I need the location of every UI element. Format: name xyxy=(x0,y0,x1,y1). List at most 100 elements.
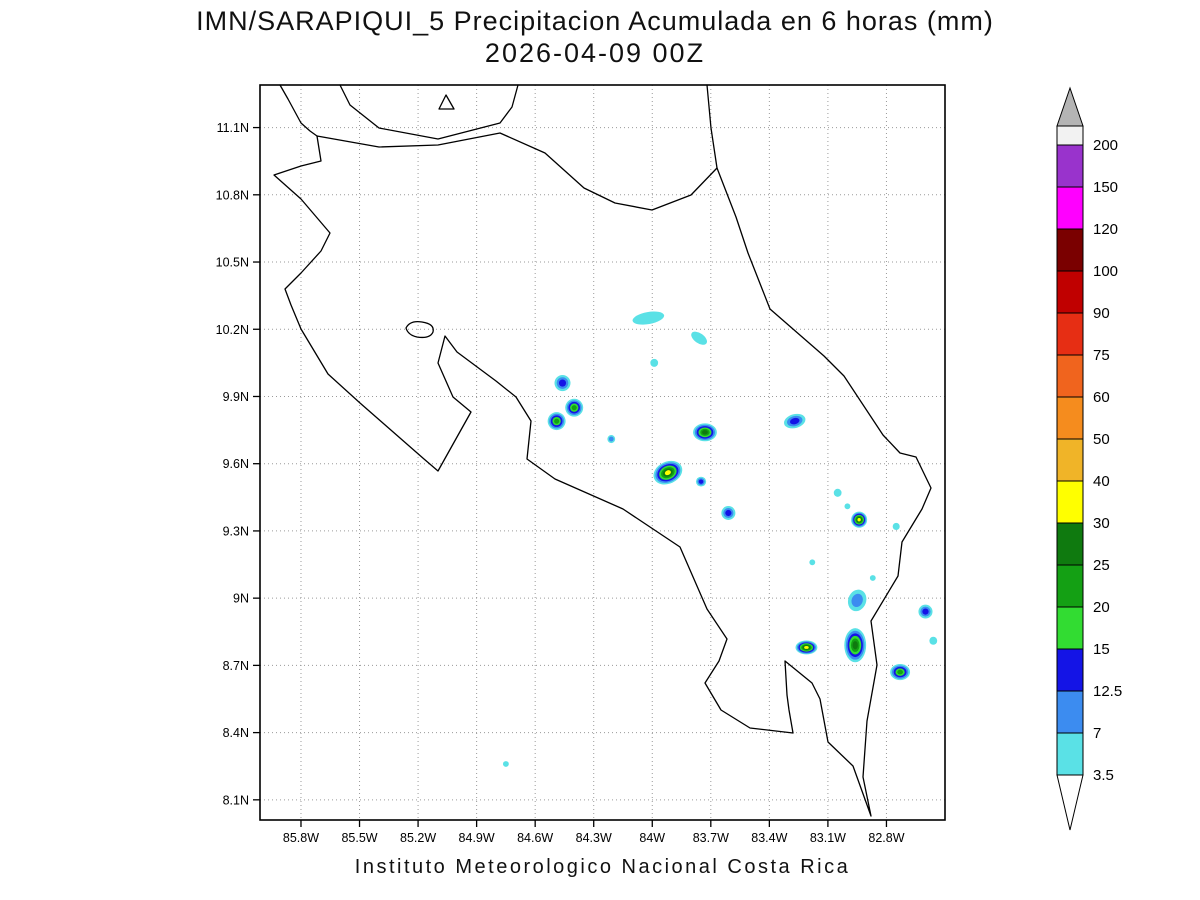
colorbar-label: 100 xyxy=(1093,263,1118,280)
precip-contour-level-12.5 xyxy=(558,379,567,387)
precip-spot xyxy=(833,488,842,497)
colorbar-label: 60 xyxy=(1093,389,1110,406)
lon-tick-label: 84.9W xyxy=(459,831,495,845)
colorbar-band xyxy=(1056,144,1084,188)
precip-spot xyxy=(890,664,911,681)
precip-spot xyxy=(502,761,509,767)
precip-contour-level-3.5 xyxy=(869,575,876,581)
precip-contour-level-3.5 xyxy=(650,358,659,367)
precip-contour-level-30 xyxy=(857,518,861,522)
lon-tick-label: 83.4W xyxy=(751,831,787,845)
precip-spot xyxy=(721,506,736,520)
colorbar-label: 90 xyxy=(1093,305,1110,322)
colorbar-label: 150 xyxy=(1093,179,1118,196)
lat-tick-label: 9N xyxy=(233,592,249,606)
precip-spot xyxy=(844,628,867,663)
colorbar-band xyxy=(1056,690,1084,734)
precip-contour-level-12.5 xyxy=(789,417,800,425)
precip-spot xyxy=(795,640,818,655)
precip-spot xyxy=(851,511,868,528)
precip-spot xyxy=(892,522,900,531)
lat-tick-label: 11.1N xyxy=(217,121,249,135)
precip-spot xyxy=(844,503,851,510)
colorbar-band xyxy=(1056,312,1084,356)
precip-contour-level-20 xyxy=(571,405,577,411)
lon-tick-label: 84.3W xyxy=(576,831,612,845)
precip-contour-level-12.5 xyxy=(922,608,929,615)
colorbar-band xyxy=(1056,186,1084,230)
colorbar-band xyxy=(1056,606,1084,650)
colorbar-over-arrow xyxy=(1056,86,1084,127)
chart-footer: Instituto Meteorologico Nacional Costa R… xyxy=(354,856,851,878)
precip-spot xyxy=(607,435,616,444)
precip-contour-level-12.5 xyxy=(698,479,704,484)
colorbar-band xyxy=(1056,648,1084,692)
colorbar-label: 25 xyxy=(1093,557,1110,574)
colorbar-band xyxy=(1056,564,1084,608)
precip-spot xyxy=(693,423,717,442)
precip-contour-level-3.5 xyxy=(809,559,816,566)
precip-contour-level-12.5 xyxy=(725,509,732,517)
plot-frame xyxy=(259,84,946,821)
precip-spot xyxy=(547,412,566,431)
precip-contour-level-7 xyxy=(851,593,863,608)
colorbar-band xyxy=(1056,732,1084,776)
lon-tick-label: 83.1W xyxy=(810,831,846,845)
colorbar-band xyxy=(1056,354,1084,398)
coastline-isla-chira xyxy=(405,320,434,339)
lat-tick-label: 10.5N xyxy=(216,256,249,270)
precip-spot xyxy=(565,398,584,417)
chart-subtitle: 2026-04-09 00Z xyxy=(484,38,706,68)
colorbar-label: 50 xyxy=(1093,431,1110,448)
precip-spot xyxy=(691,331,707,345)
colorbar-label: 15 xyxy=(1093,641,1110,658)
chart-title: IMN/SARAPIQUI_5 Precipitacion Acumulada … xyxy=(196,6,994,36)
colorbar-band xyxy=(1056,270,1084,314)
precip-spot xyxy=(650,358,659,367)
precip-spot xyxy=(847,589,867,612)
precip-contour-level-3.5 xyxy=(502,761,509,767)
lon-tick-label: 83.7W xyxy=(693,831,729,845)
colorbar-band xyxy=(1056,396,1084,440)
coastline-solentiname-island xyxy=(438,94,455,110)
colorbar-label: 75 xyxy=(1093,347,1110,364)
colorbar: 200 150 120 100 90 75 60 50 40 30 25 20 15 12.5 7 3.5 xyxy=(1056,86,1122,831)
lat-tick-label: 10.8N xyxy=(216,188,249,202)
colorbar-band xyxy=(1056,480,1084,524)
precip-contour-level-3.5 xyxy=(632,311,665,325)
precip-contour-level-30 xyxy=(664,470,671,476)
precip-contour-level-3.5 xyxy=(892,522,900,531)
colorbar-band xyxy=(1056,125,1084,146)
precip-spot xyxy=(929,636,938,645)
colorbar-label: 120 xyxy=(1093,221,1118,238)
lon-tick-label: 84W xyxy=(639,831,665,845)
colorbar-band xyxy=(1056,522,1084,566)
lat-tick-label: 9.3N xyxy=(223,524,249,538)
lat-tick-label: 9.6N xyxy=(223,457,249,471)
colorbar-label: 200 xyxy=(1093,137,1118,154)
precip-spot xyxy=(869,575,876,581)
precip-contour-level-20 xyxy=(554,418,560,424)
colorbar-under-arrow xyxy=(1056,774,1084,831)
colorbar-band xyxy=(1056,438,1084,482)
colorbar-label: 7 xyxy=(1093,725,1101,742)
lat-tick-label: 9.9N xyxy=(223,390,249,404)
precip-contour-level-3.5 xyxy=(844,503,851,510)
precip-contour-level-3.5 xyxy=(929,636,938,645)
precip-spot xyxy=(784,413,806,429)
precip-spot xyxy=(695,476,707,487)
precip-spot xyxy=(653,460,683,485)
precip-spot xyxy=(554,374,571,392)
lat-tick-label: 8.4N xyxy=(223,726,249,740)
lon-tick-label: 84.6W xyxy=(517,831,553,845)
lon-tick-label: 82.8W xyxy=(868,831,904,845)
precip-spot xyxy=(809,559,816,566)
colorbar-band xyxy=(1056,228,1084,272)
colorbar-label: 30 xyxy=(1093,515,1110,532)
coastline-nicaragua-pacific-coast xyxy=(279,84,318,137)
lon-tick-label: 85.2W xyxy=(400,831,436,845)
lat-tick-label: 8.7N xyxy=(223,659,249,673)
colorbar-label: 20 xyxy=(1093,599,1110,616)
colorbar-label: 12.5 xyxy=(1093,683,1122,700)
